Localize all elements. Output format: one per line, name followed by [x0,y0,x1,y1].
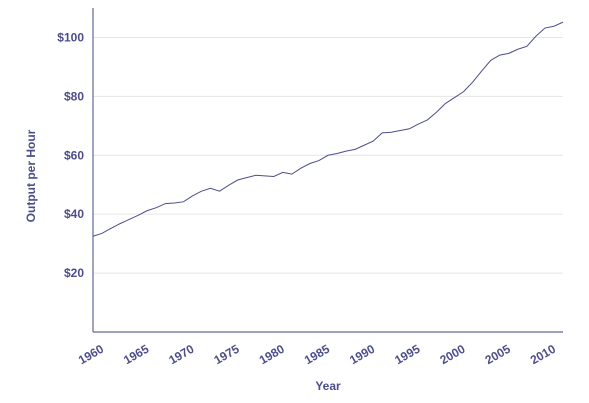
y-tick-label: $20 [64,266,84,280]
x-tick-label: 1970 [166,342,196,368]
series-line [93,22,563,236]
x-tick-label: 1965 [121,342,151,368]
x-tick-label: 1990 [347,342,377,368]
x-tick-label: 1980 [257,342,287,368]
y-tick-label: $80 [64,89,84,103]
x-tick-label: 2000 [437,342,467,368]
x-tick-label: 1995 [392,342,422,368]
x-tick-label: 1960 [76,342,106,368]
y-tick-label: $60 [64,148,84,162]
x-tick-label: 2005 [483,342,513,368]
y-axis-label: Output per Hour [24,129,38,222]
y-tick-label: $40 [64,207,84,221]
y-tick-label: $100 [57,30,84,44]
x-axis-label: Year [315,379,341,393]
x-tick-labels: 1960 1965 1970 1975 1980 1985 1990 1995 2000 2005… [76,342,558,368]
x-tick-label: 1985 [302,342,332,368]
x-tick-label: 2010 [528,342,558,368]
x-tick-label: 1975 [212,342,242,368]
y-tick-labels: $20 $40 $60 $80 $100 [57,30,84,280]
axes [93,8,563,332]
